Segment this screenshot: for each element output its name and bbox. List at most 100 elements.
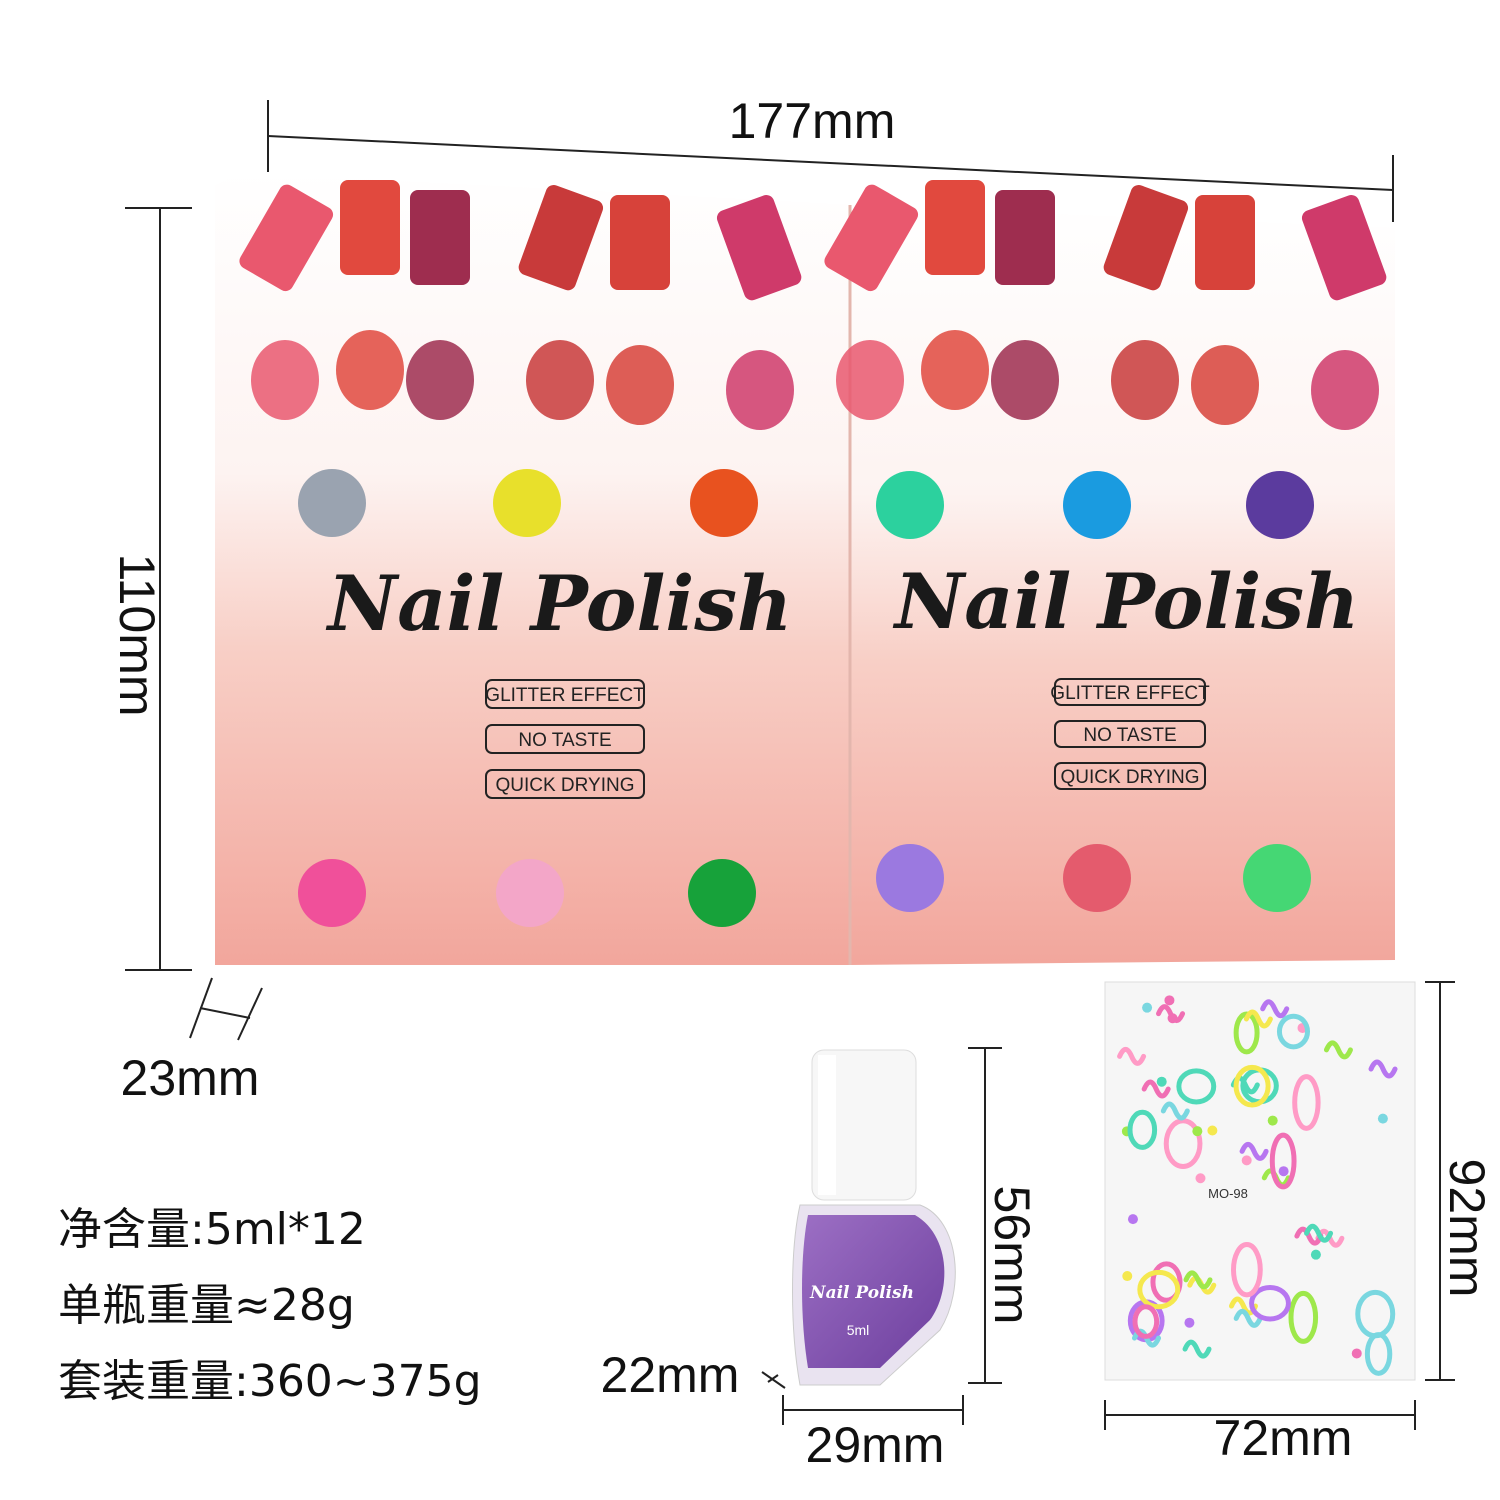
illus-drip — [921, 330, 989, 410]
illus-bottle — [716, 195, 802, 301]
sticker — [1241, 1155, 1252, 1166]
swatch — [1246, 471, 1314, 539]
illus-drip — [1111, 340, 1179, 420]
swatch — [876, 471, 944, 539]
feature-frame — [1054, 678, 1206, 706]
dimension: 92mm — [1439, 1159, 1495, 1298]
illus-drip — [1311, 350, 1379, 430]
dimension: 56mm — [984, 1186, 1040, 1325]
dimension: 22mm — [601, 1347, 740, 1403]
sticker — [1195, 1173, 1206, 1184]
sticker — [1377, 1113, 1388, 1124]
sticker — [1351, 1348, 1362, 1359]
sticker — [1323, 1040, 1353, 1060]
sticker — [1239, 1141, 1269, 1161]
sticker — [1288, 1290, 1319, 1344]
sticker — [1276, 1013, 1311, 1050]
sticker — [1233, 1308, 1263, 1328]
sticker — [1231, 1242, 1263, 1298]
illus-bottle — [239, 184, 334, 292]
swatches — [298, 469, 1314, 927]
bottle — [792, 1049, 956, 1386]
sticker — [1233, 1064, 1271, 1108]
illus-drip — [991, 340, 1059, 420]
feature-frame — [485, 679, 645, 709]
sticker — [1156, 1004, 1186, 1024]
swatch — [496, 859, 564, 927]
feature-frame — [485, 724, 645, 754]
sticker — [1160, 1101, 1190, 1121]
dimension: 110mm — [109, 553, 165, 716]
illus-drip — [251, 340, 319, 420]
sticker — [1127, 1109, 1158, 1150]
feature: QUICK DRYING — [1060, 767, 1199, 788]
feature: GLITTER EFFECT — [485, 685, 645, 706]
sticker — [1249, 1284, 1291, 1322]
spec: 单瓶重量≈28g — [58, 1280, 355, 1331]
illus-drip — [526, 340, 594, 420]
sticker — [1260, 999, 1290, 1019]
illus-drip — [406, 340, 474, 420]
feature: NO TASTE — [1083, 725, 1176, 746]
bottle-brand: Nail Polish — [809, 1283, 914, 1303]
illus-bottle — [340, 180, 400, 275]
sticker — [1355, 1289, 1396, 1339]
dimension: 29mm — [806, 1417, 945, 1473]
box-title: Nail Polish — [326, 559, 793, 648]
dimension: 72mm — [1214, 1410, 1353, 1466]
sticker — [1132, 1304, 1160, 1339]
sticker — [1141, 1079, 1171, 1099]
sticker — [1150, 1261, 1183, 1303]
illustrations — [239, 180, 1387, 430]
sticker-code: MO-98 — [1208, 1186, 1248, 1201]
swatch — [298, 469, 366, 537]
illus-bottle — [518, 185, 604, 291]
swatch — [298, 859, 366, 927]
sticker — [1292, 1074, 1321, 1131]
swatch — [688, 859, 756, 927]
swatch — [1063, 844, 1131, 912]
illus-drip — [606, 345, 674, 425]
box-title: Nail Polish — [893, 557, 1360, 646]
sticker — [1156, 1076, 1167, 1087]
bottle-volume: 5ml — [847, 1322, 870, 1338]
illus-bottle — [1103, 185, 1189, 291]
sticker — [1122, 1271, 1133, 1282]
dimension-lines — [125, 100, 1455, 1430]
sticker — [1182, 1339, 1212, 1359]
spec: 套装重量:360~375g — [58, 1356, 482, 1407]
illus-bottle — [1301, 195, 1387, 301]
sticker — [1137, 1269, 1181, 1310]
illus-bottle — [410, 190, 470, 285]
feature: GLITTER EFFECT — [1050, 683, 1210, 704]
illus-bottle — [995, 190, 1055, 285]
sticker — [1192, 1126, 1203, 1137]
sticker — [1117, 1046, 1147, 1066]
illus-bottle — [925, 180, 985, 275]
sticker — [1310, 1249, 1321, 1260]
illus-drip — [1191, 345, 1259, 425]
swatch — [493, 469, 561, 537]
sticker — [1207, 1125, 1218, 1136]
spec: 净含量:5ml*12 — [58, 1204, 366, 1255]
feature-frame — [1054, 762, 1206, 790]
feature-frame — [1054, 720, 1206, 748]
feature-frame — [485, 769, 645, 799]
sticker — [1267, 1115, 1278, 1126]
sticker — [1184, 1317, 1195, 1328]
features: GLITTER EFFECT NO TASTE QUICK DRYING GLITTE… — [485, 678, 1210, 799]
illus-drip — [836, 340, 904, 420]
sticker — [1278, 1166, 1289, 1177]
swatch — [876, 844, 944, 912]
dimension: 177mm — [729, 93, 896, 149]
illus-drip — [726, 350, 794, 430]
sticker — [1183, 1270, 1213, 1290]
box-right — [850, 205, 1395, 965]
sticker — [1304, 1223, 1334, 1243]
swatch — [690, 469, 758, 537]
stickers — [1117, 995, 1398, 1376]
sticker — [1163, 1118, 1203, 1169]
illus-bottle — [1195, 195, 1255, 290]
sticker — [1294, 1226, 1324, 1246]
